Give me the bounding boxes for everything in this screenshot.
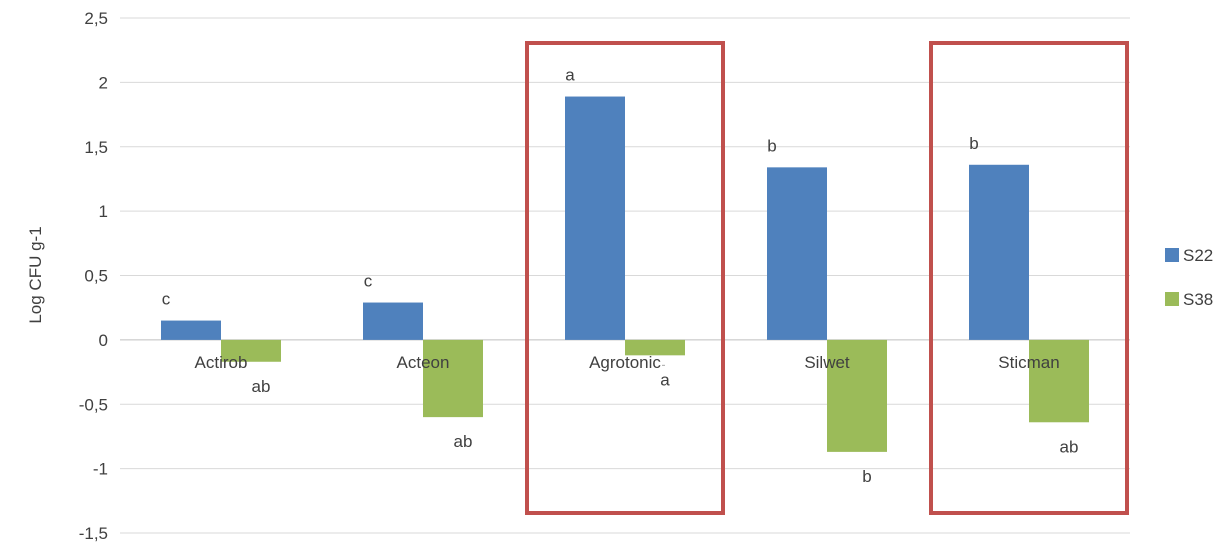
y-tick-label: 2,5 xyxy=(84,9,108,28)
bar-s22-sticman xyxy=(969,164,1029,340)
category-label: Silwet xyxy=(804,353,850,372)
data-label: c xyxy=(162,290,171,309)
data-label: b xyxy=(862,467,871,486)
bars xyxy=(161,96,1089,452)
category-labels: Actirob Acteon Agrotonic Silwet Sticman xyxy=(195,353,1060,372)
bar-s22-agrotonic xyxy=(565,96,625,340)
y-tick-label: 2 xyxy=(99,73,108,92)
bar-s22-actirob xyxy=(161,320,221,340)
highlight-boxes xyxy=(525,41,1129,515)
data-label: b xyxy=(767,136,776,155)
y-tick-label: 1 xyxy=(99,202,108,221)
highlight-box-sticman xyxy=(929,41,1129,515)
y-tick-label: 1,5 xyxy=(84,138,108,157)
bar-s38-actirob xyxy=(221,339,281,362)
bar-s38-sticman xyxy=(1029,339,1089,423)
data-label: a xyxy=(565,66,575,85)
category-label: Agrotonic xyxy=(589,353,661,372)
data-label: ab xyxy=(1060,437,1079,456)
y-axis-title: Log CFU g-1 xyxy=(26,226,45,323)
data-label: a xyxy=(660,370,670,389)
y-tick-label: -1,5 xyxy=(79,524,108,543)
y-tick-label: -1 xyxy=(93,460,108,479)
bar-s22-silwet xyxy=(767,167,827,340)
y-tick-label: 0,5 xyxy=(84,267,108,286)
y-tick-label: 0 xyxy=(99,331,108,350)
data-label: ab xyxy=(252,377,271,396)
bar-s38-silwet xyxy=(827,339,887,452)
y-tick-label: -0,5 xyxy=(79,395,108,414)
bar-s22-acteon xyxy=(363,302,423,340)
legend-label: S38 xyxy=(1183,290,1213,309)
bar-s38-acteon xyxy=(423,339,483,418)
highlight-box-agrotonic xyxy=(525,41,725,515)
data-label: b xyxy=(969,134,978,153)
category-label: Actirob xyxy=(195,353,248,372)
bar-s38-agrotonic xyxy=(625,339,685,356)
data-label: c xyxy=(364,272,373,291)
legend-swatch-s22 xyxy=(1165,248,1179,262)
legend-swatch-s38 xyxy=(1165,292,1179,306)
legend: S22 S38 xyxy=(1165,246,1213,309)
category-label: Sticman xyxy=(998,353,1059,372)
y-tick-labels: -1,5 -1 -0,5 0 0,5 1 1,5 2 2,5 xyxy=(79,9,108,543)
data-label: ab xyxy=(454,432,473,451)
category-label: Acteon xyxy=(397,353,450,372)
legend-label: S22 xyxy=(1183,246,1213,265)
